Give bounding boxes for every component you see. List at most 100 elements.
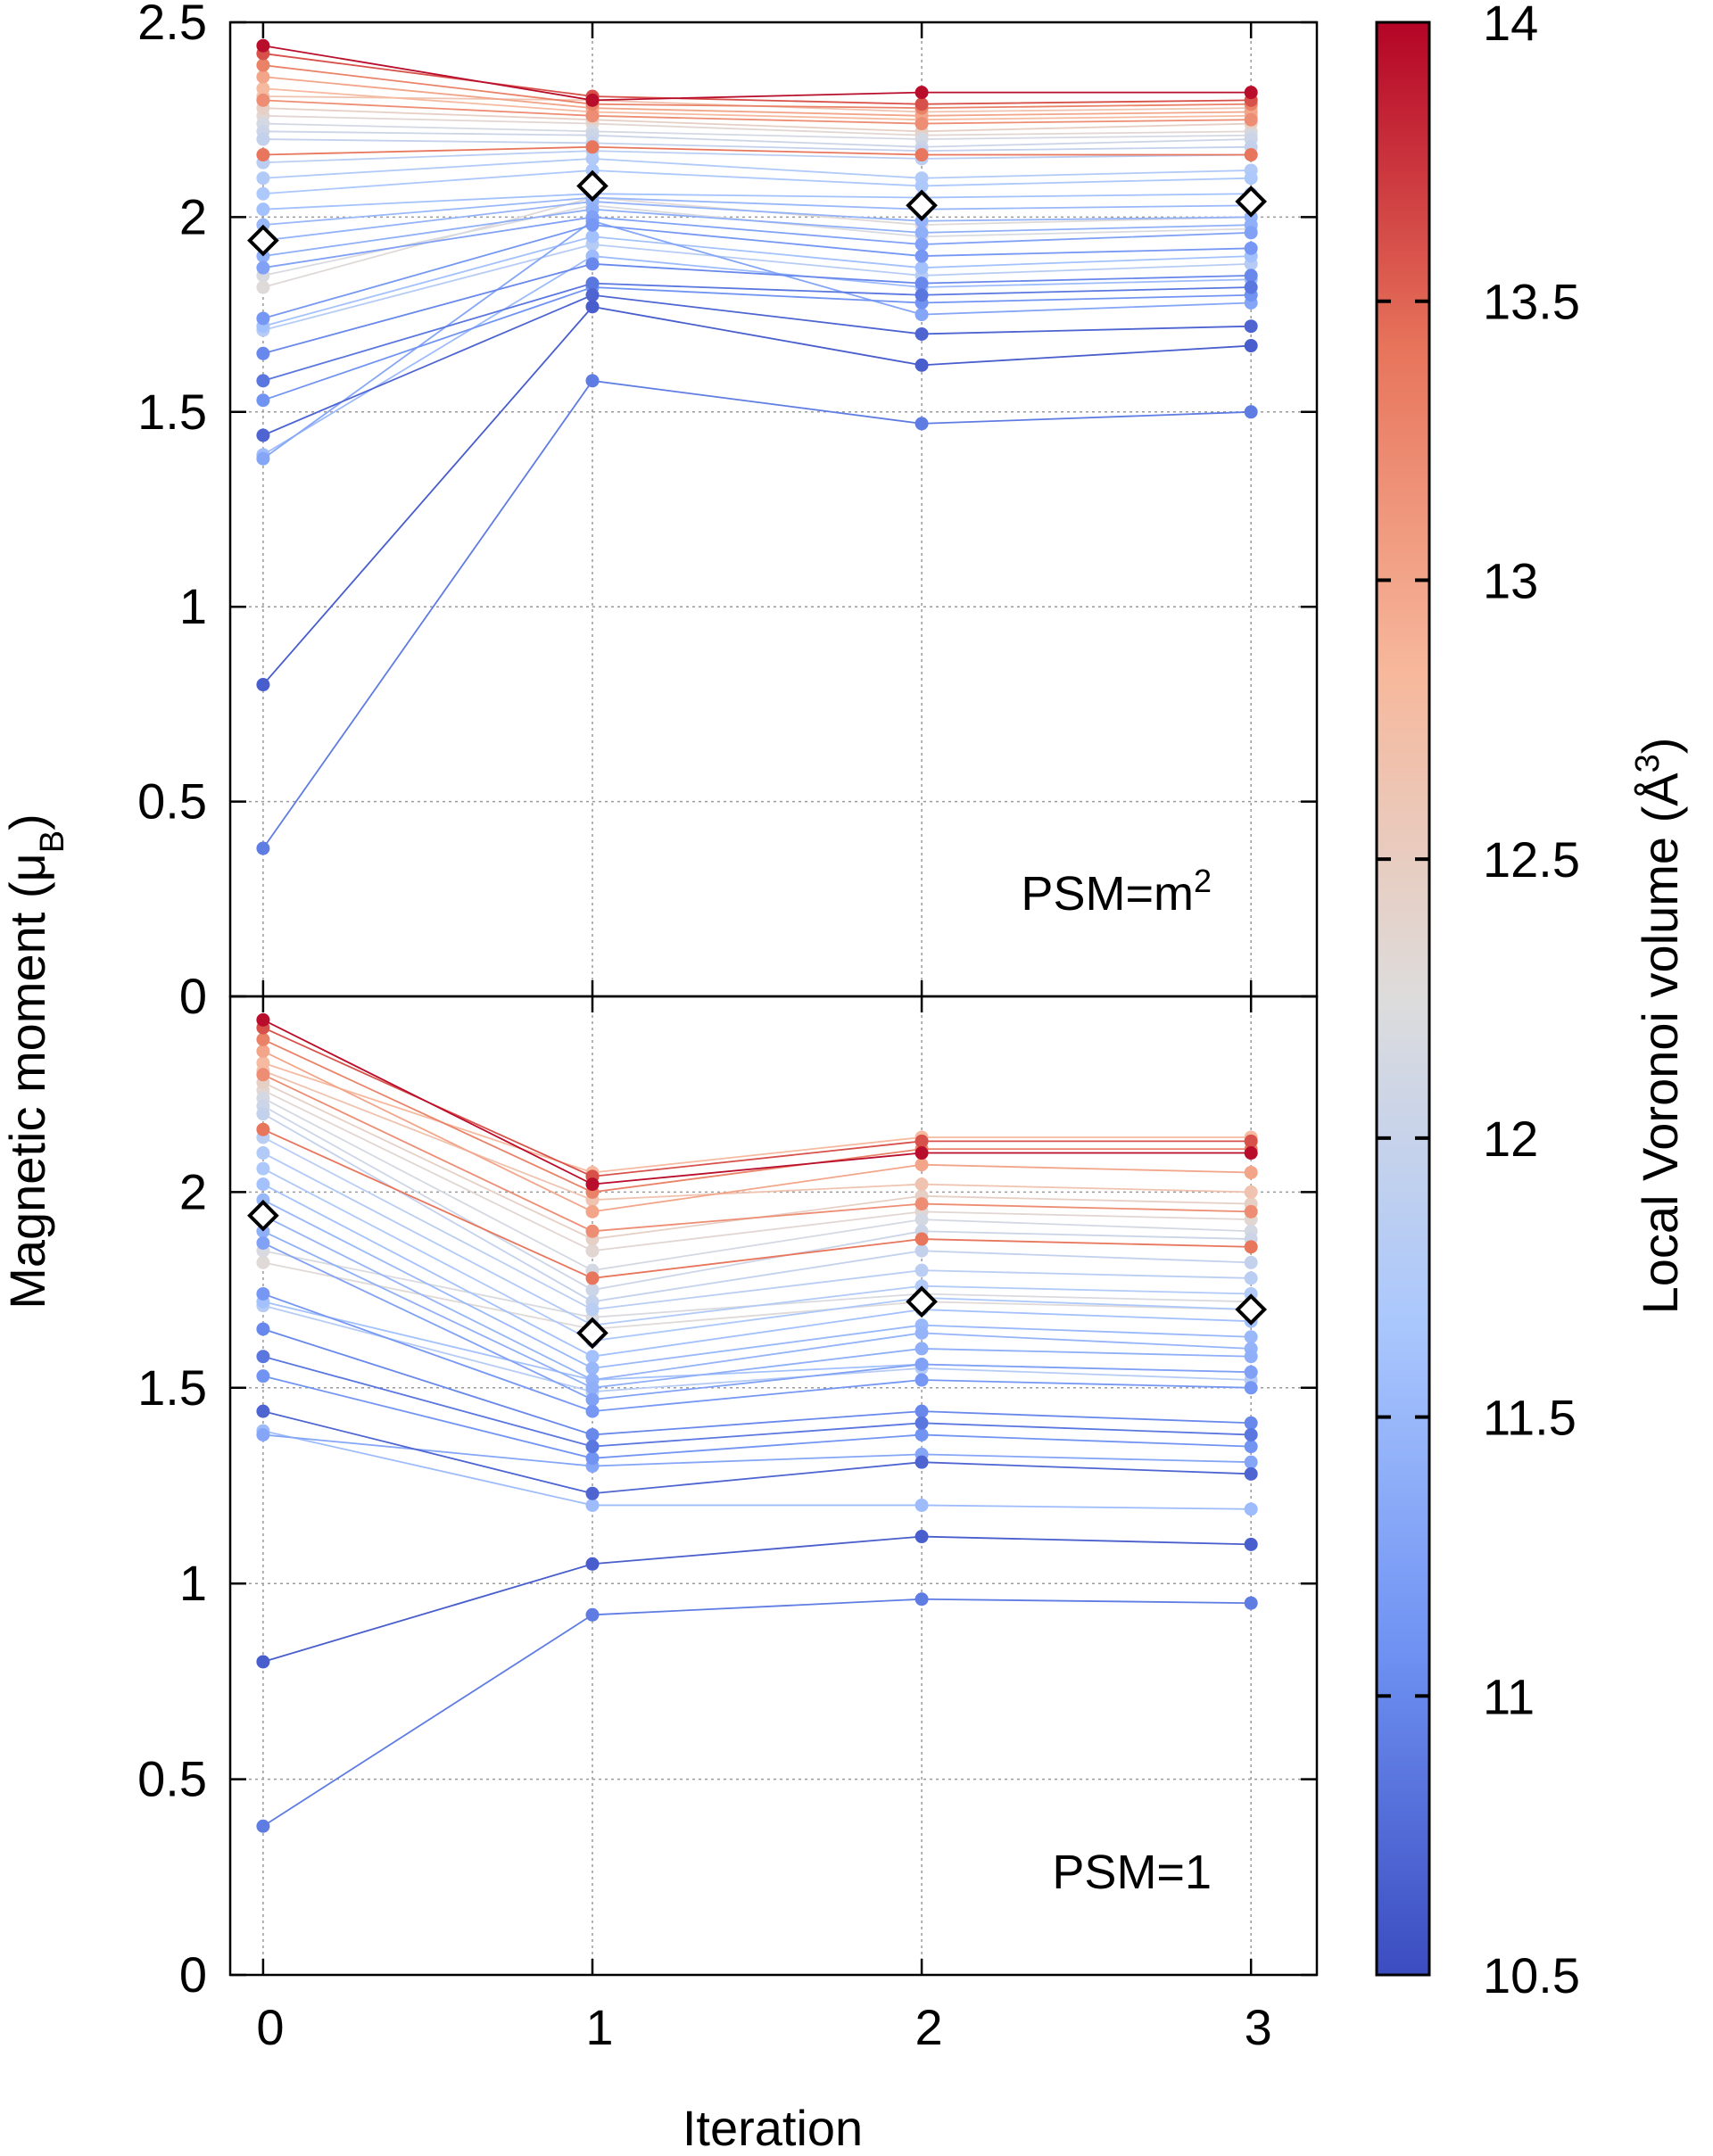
colorbar-tick-label: 10.5 [1483,1947,1580,2003]
data-point [256,1012,270,1027]
data-point [1244,1416,1258,1430]
series-line [262,1410,1252,1495]
colorbar-tick-label: 11.5 [1483,1390,1576,1446]
series-line [262,262,1252,355]
data-point [914,1212,929,1227]
data-point [256,186,270,201]
data-point [1244,1271,1258,1285]
data-point [1244,339,1258,353]
data-point [585,93,600,107]
data-point [585,1392,600,1407]
series-line [262,216,1252,269]
series-line [262,1050,1252,1213]
data-point [585,109,600,123]
data-point [256,1255,270,1269]
panel-psm-m2: 0 0.5 1 1.5 2 2.5 PSM=m2 [137,0,1319,1024]
data-point [256,1655,270,1669]
data-point [914,1455,929,1469]
x-tick-label: 0 [256,1999,284,2055]
series-line [262,1199,1252,1369]
data-point [914,1326,929,1340]
average-marker [906,1285,938,1318]
y-tick-label: 0 [179,968,207,1024]
series-group [256,38,1258,855]
data-point [914,249,929,263]
data-point [256,81,270,95]
data-point [585,1381,600,1395]
data-point [914,1177,929,1192]
data-point [585,257,600,271]
series-line [262,1304,1252,1393]
data-point [585,1302,600,1317]
data-point [256,280,270,294]
series-line [262,1112,1252,1303]
data-point [256,678,270,692]
data-point [1244,1466,1258,1481]
data-point [1244,226,1258,240]
y-tick-label: 2 [179,188,207,244]
data-point [1244,1427,1258,1441]
series-line [262,1430,1252,1510]
data-point [914,358,929,372]
data-point [914,1498,929,1512]
data-point [914,117,929,131]
series-line [262,1328,1252,1436]
data-point [914,1342,929,1356]
series-line [262,53,1252,105]
series-line [262,379,1252,849]
series-line [262,76,1252,117]
data-point [1244,1381,1258,1395]
series-line [262,87,1252,121]
data-point [256,1044,270,1058]
data-point [256,1122,270,1136]
data-point [914,178,929,193]
data-point [256,38,270,53]
data-point [1244,1204,1258,1218]
series-line [262,293,1252,436]
average-marker [576,169,608,202]
y-axis-label: Magnetic moment (μB) [0,814,71,1309]
data-point [585,1557,600,1571]
series-line [262,107,1252,133]
data-point [256,1819,270,1833]
data-point [1244,1365,1258,1379]
data-point [1244,112,1258,127]
average-marker [1235,1293,1268,1326]
series-line [262,157,1252,179]
data-point [256,428,270,442]
series-line [262,201,1252,242]
data-point [914,277,929,291]
data-point [256,1427,270,1441]
series-line [262,255,1252,456]
data-point [256,93,270,107]
data-point [1244,1440,1258,1454]
data-point [1244,1240,1258,1254]
data-point [914,326,929,341]
data-point [585,1243,600,1258]
series-line [262,1598,1252,1828]
series-line [262,1183,1252,1358]
x-tick-label: 3 [1245,1999,1272,2055]
data-point [585,1271,600,1285]
data-point [914,1146,929,1161]
series-line [262,235,1252,327]
series-line [262,1535,1252,1663]
series-line [262,99,1252,125]
data-point [1244,1330,1258,1344]
data-point [256,1404,270,1418]
data-point [914,1373,929,1387]
series-group [256,1012,1258,1833]
data-point [914,1427,929,1441]
data-point [585,1177,600,1192]
data-point [256,393,270,408]
series-line [262,1375,1252,1459]
y-tick-label: 0.5 [137,1751,207,1807]
data-point [1244,1165,1258,1179]
y-tick-label: 1.5 [137,1359,207,1416]
y-tick-label: 2 [179,1163,207,1219]
series-line [262,1089,1252,1252]
series-line [262,1261,1252,1330]
panel-annotation: PSM=1 [1052,1846,1212,1899]
data-point [256,58,270,72]
